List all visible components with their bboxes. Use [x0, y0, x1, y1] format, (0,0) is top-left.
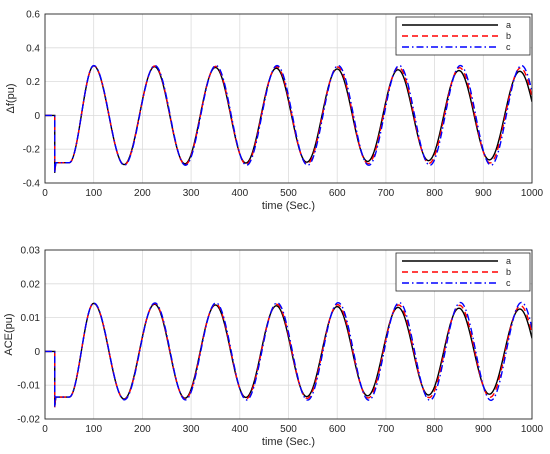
chart-ace: 0 100 200 300 400 500 600 700 800 900 1000 -0.02 -0.…	[3, 246, 544, 449]
y-axis-label: ACE(pu)	[3, 313, 15, 355]
axes-frame	[44, 13, 533, 184]
x-tick-label: 800	[426, 188, 443, 199]
x-tick-label: 300	[183, 424, 200, 435]
y-tick-label: 0	[34, 347, 40, 358]
x-tick-label: 1000	[521, 424, 544, 435]
x-tick-label: 500	[280, 188, 297, 199]
x-tick-label: 800	[426, 424, 443, 435]
y-tick-label: 0.6	[26, 10, 40, 21]
y-tick-label: 0.2	[26, 77, 40, 88]
chart-delta-f: 0 100 200 300 400 500 600 700 800 900 1000 -0.4 -0.2…	[5, 10, 544, 213]
legend: abc	[395, 252, 531, 292]
x-tick-label: 0	[42, 188, 48, 199]
y-tick-label: 0.03	[21, 246, 41, 257]
x-axis-label: time (Sec.)	[262, 436, 315, 448]
y-axis-label: Δf(pu)	[5, 84, 17, 114]
legend: abc	[395, 16, 531, 56]
legend-label-b: b	[506, 31, 511, 41]
x-tick-label: 500	[280, 424, 297, 435]
x-tick-label: 600	[329, 188, 346, 199]
axes-frame	[44, 249, 533, 420]
x-tick-label: 100	[85, 188, 102, 199]
legend-label-b: b	[506, 267, 511, 277]
y-tick-label: -0.01	[17, 381, 40, 392]
x-tick-label: 1000	[521, 188, 544, 199]
legend-label-a: a	[506, 256, 511, 266]
y-tick-label: -0.4	[23, 179, 41, 190]
y-tick-label: 0.01	[21, 313, 41, 324]
legend-label-c: c	[506, 278, 511, 288]
x-tick-label: 400	[231, 188, 248, 199]
legend-label-c: c	[506, 42, 511, 52]
x-tick-label: 100	[85, 424, 102, 435]
x-tick-label: 900	[475, 424, 492, 435]
series-c-line	[45, 64, 532, 173]
series-c-line	[45, 301, 532, 408]
x-tick-label: 200	[134, 188, 151, 199]
y-tick-label: 0.02	[21, 279, 41, 290]
x-tick-label: 0	[42, 424, 48, 435]
y-tick-label: 0	[34, 111, 40, 122]
x-tick-label: 300	[183, 188, 200, 199]
x-tick-label: 700	[378, 424, 395, 435]
series-b-line	[45, 64, 532, 173]
y-tick-label: 0.4	[26, 43, 40, 54]
y-tick-label: -0.2	[23, 145, 41, 156]
x-tick-label: 200	[134, 424, 151, 435]
x-tick-label: 900	[475, 188, 492, 199]
x-tick-label: 700	[378, 188, 395, 199]
x-axis-label: time (Sec.)	[262, 200, 315, 212]
x-tick-label: 400	[231, 424, 248, 435]
legend-label-a: a	[506, 20, 511, 30]
x-tick-label: 600	[329, 424, 346, 435]
y-tick-label: -0.02	[17, 415, 40, 426]
